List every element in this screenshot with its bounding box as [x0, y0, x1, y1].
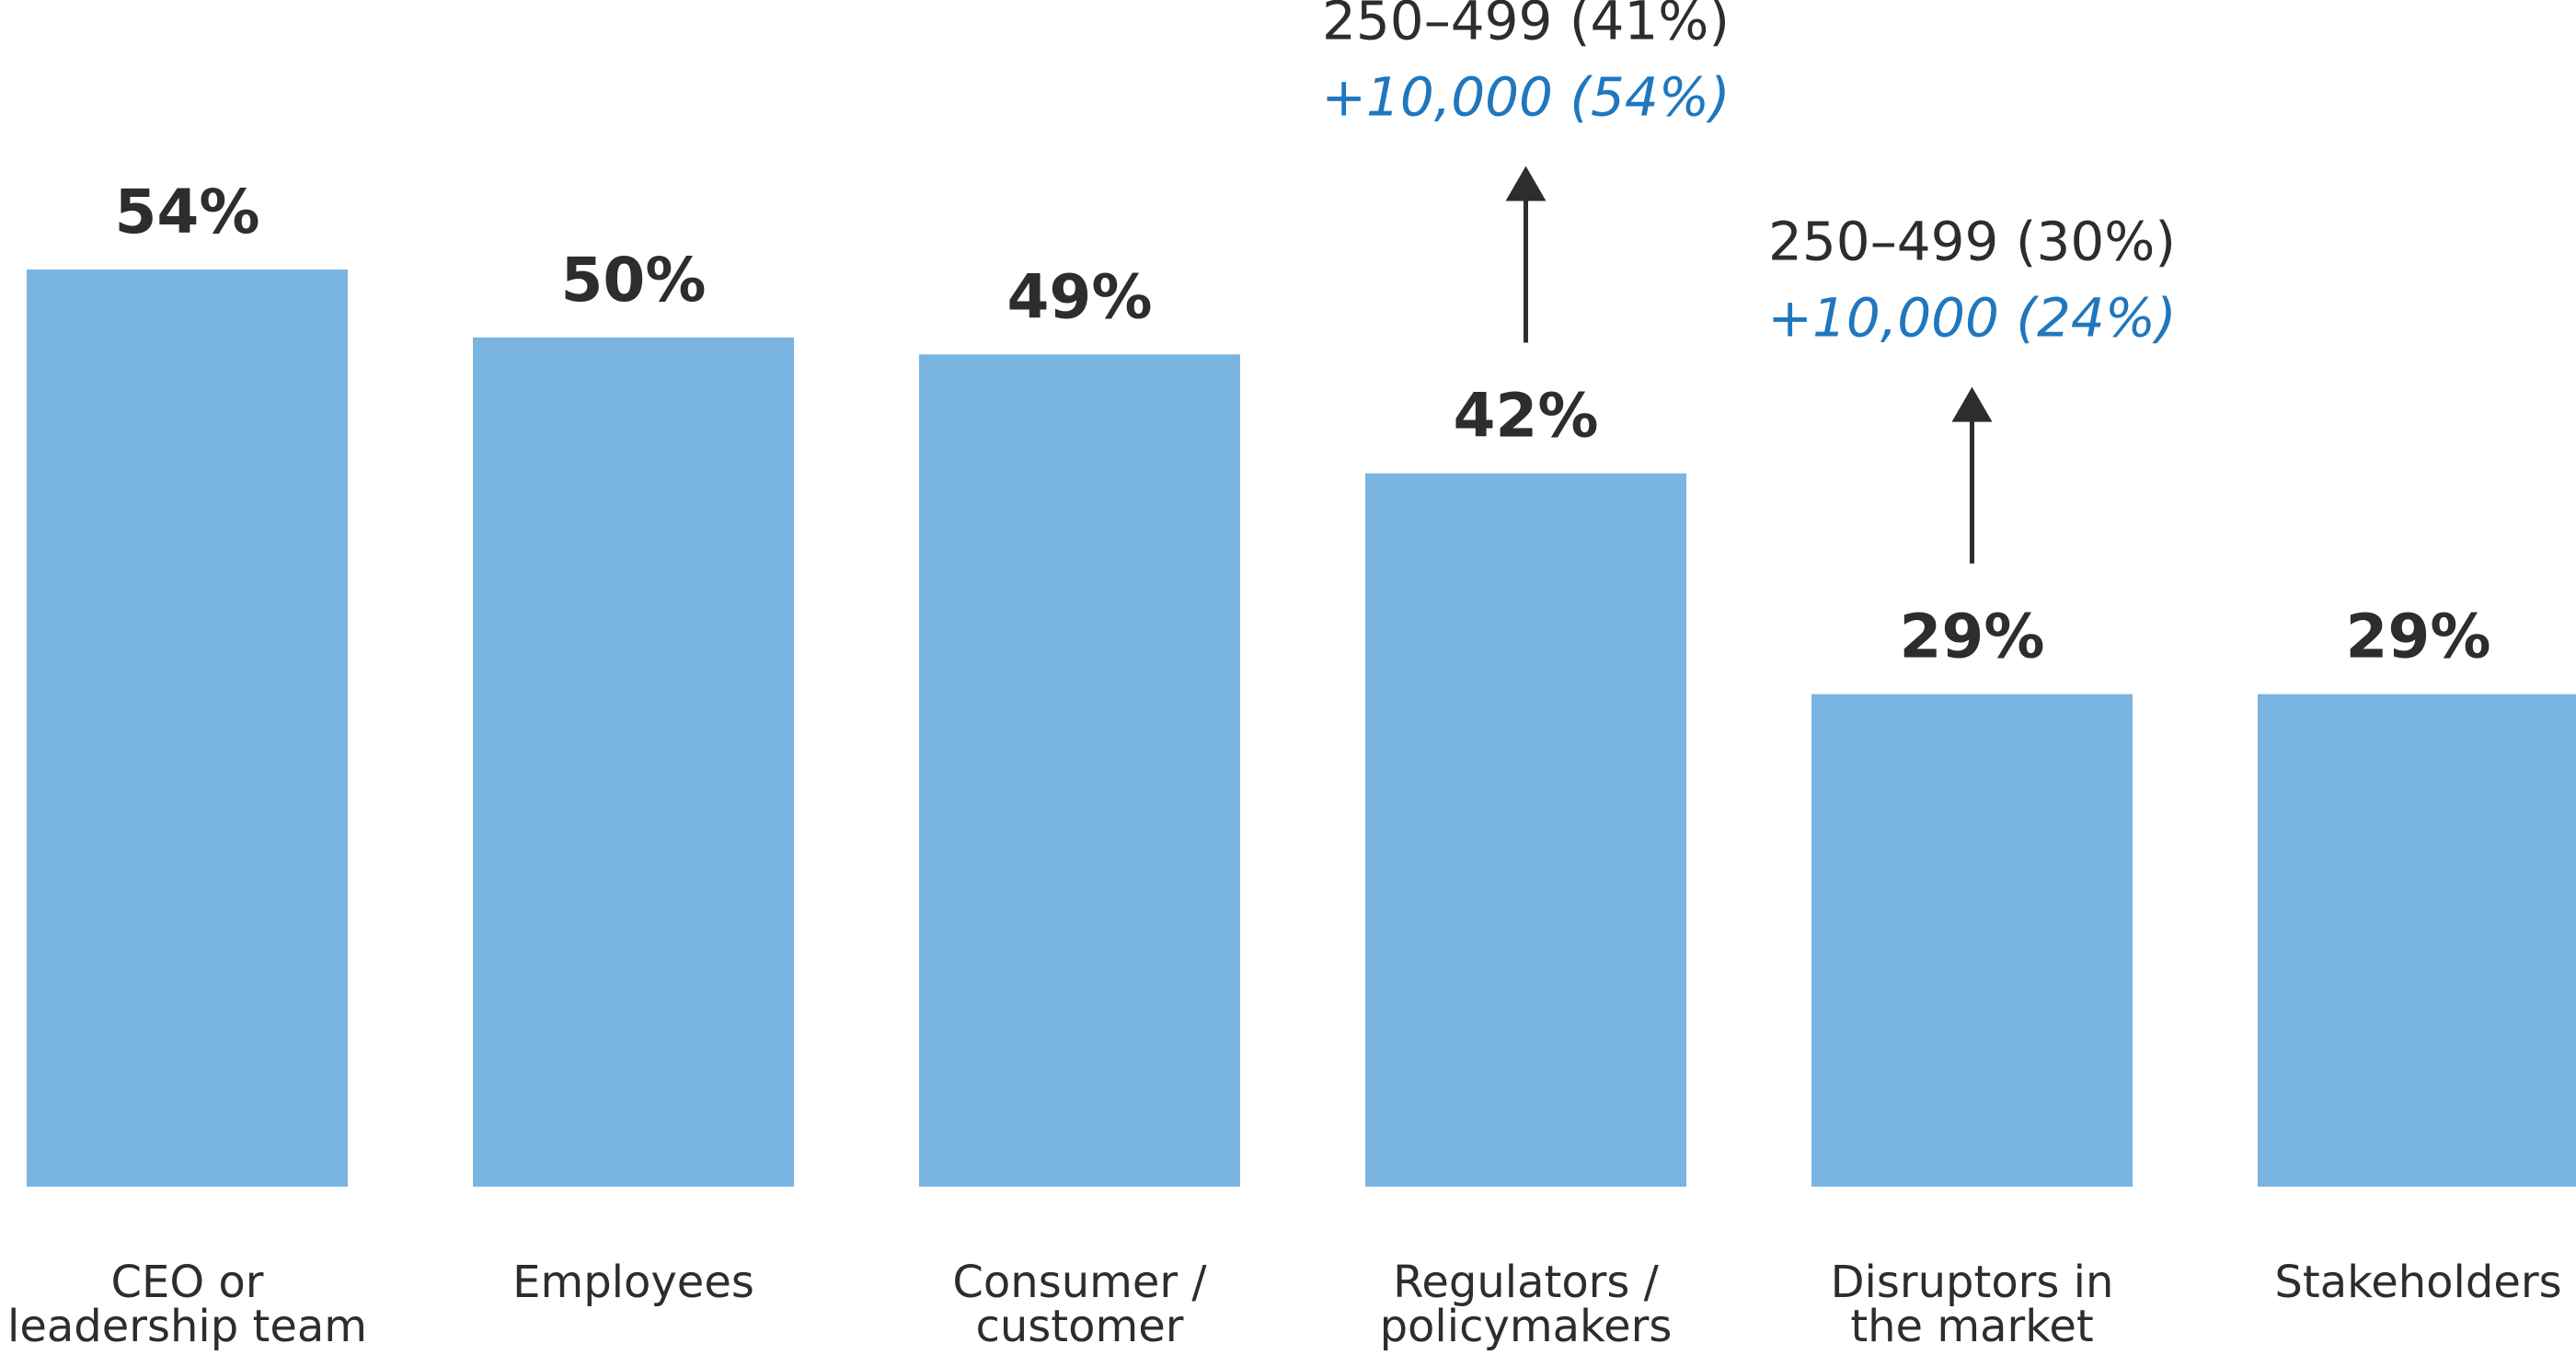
annotations-layer: 250–499 (41%) +10,000 (54%) 250–499 (30%) +… — [1321, 0, 2177, 564]
category-label: CEO or — [111, 1257, 264, 1308]
annotation-size-band-label: 250–499 (41%) — [1322, 0, 1730, 52]
category-label: Regulators / — [1393, 1257, 1660, 1308]
arrow-head — [1951, 386, 1993, 422]
bar-value-label: 29% — [2346, 602, 2491, 672]
bar-value-label: 50% — [561, 245, 707, 316]
bar — [27, 270, 348, 1187]
bar — [2258, 694, 2576, 1187]
category-label: policymakers — [1380, 1301, 1673, 1352]
annotation-large-company-label: +10,000 (24%) — [1767, 287, 2176, 350]
bar-value-label: 54% — [115, 177, 260, 247]
bar — [1365, 473, 1686, 1187]
bar — [1811, 694, 2133, 1187]
arrow-up-icon — [1951, 386, 1993, 564]
category-label: customer — [975, 1301, 1183, 1352]
arrow-up-icon — [1505, 166, 1547, 343]
bar-value-label: 42% — [1454, 381, 1599, 452]
arrow-head — [1505, 166, 1547, 201]
category-label: Employees — [512, 1257, 754, 1308]
bars-layer — [27, 270, 2576, 1188]
category-label: the market — [1850, 1301, 2093, 1352]
category-label: Consumer / — [952, 1257, 1207, 1308]
bar-value-label: 29% — [1900, 602, 2045, 672]
category-label: Disruptors in — [1831, 1257, 2114, 1308]
bar — [919, 354, 1240, 1187]
annotation-size-band-label: 250–499 (30%) — [1768, 211, 2176, 273]
annotation-large-company-label: +10,000 (54%) — [1321, 66, 1730, 129]
category-label: Stakeholders — [2274, 1257, 2561, 1308]
category-label: leadership team — [7, 1301, 367, 1352]
bar-value-label: 49% — [1007, 261, 1153, 332]
bar — [473, 337, 794, 1188]
value-labels-layer: 54% 50% 49% 42% 29% 29% — [115, 177, 2491, 672]
